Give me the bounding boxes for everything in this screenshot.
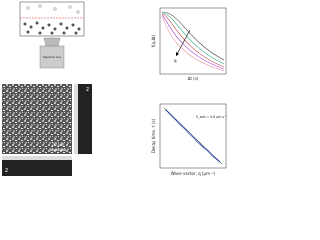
plot-bottom: V_sed = 0.8 μm s⁻¹ Wave vector, q (μm⁻¹)…	[151, 103, 228, 176]
sample-cell	[19, 1, 85, 37]
figure: Objective lens 20 μm z z q Δt (s) f(q,Δt…	[2, 1, 228, 176]
lens-label: Objective lens	[43, 55, 62, 59]
micrograph: 20 μm z z	[2, 84, 92, 176]
curves	[161, 11, 225, 72]
y-label: f(q,Δt)	[151, 34, 156, 47]
axes	[159, 103, 227, 169]
scale-label: 20 μm	[52, 142, 65, 147]
plot-top: q Δt (s) f(q,Δt)	[151, 7, 227, 81]
x-label: Wave vector, q (μm⁻¹)	[171, 171, 216, 176]
data-points	[165, 109, 221, 163]
arrow-head	[176, 52, 179, 56]
axes	[159, 7, 227, 75]
arrow	[175, 29, 191, 57]
particles-bottom	[23, 21, 81, 35]
z-label: z	[86, 86, 89, 93]
x-label: Δt (s)	[188, 76, 199, 81]
objective	[39, 45, 65, 69]
arrow-label: q	[174, 58, 177, 63]
annotation: V_sed = 0.8 μm s⁻¹	[196, 115, 228, 119]
lens-tip	[43, 37, 61, 47]
y-label: Decay time, τ (s)	[151, 118, 156, 153]
yz-image	[2, 156, 72, 176]
diagram: Objective lens	[19, 1, 85, 69]
xz-bright	[74, 84, 78, 154]
xy-image	[2, 84, 72, 154]
particles-top	[26, 4, 80, 14]
z-label: z	[5, 167, 8, 174]
xz-image	[74, 84, 92, 154]
yz-bright	[2, 156, 72, 160]
